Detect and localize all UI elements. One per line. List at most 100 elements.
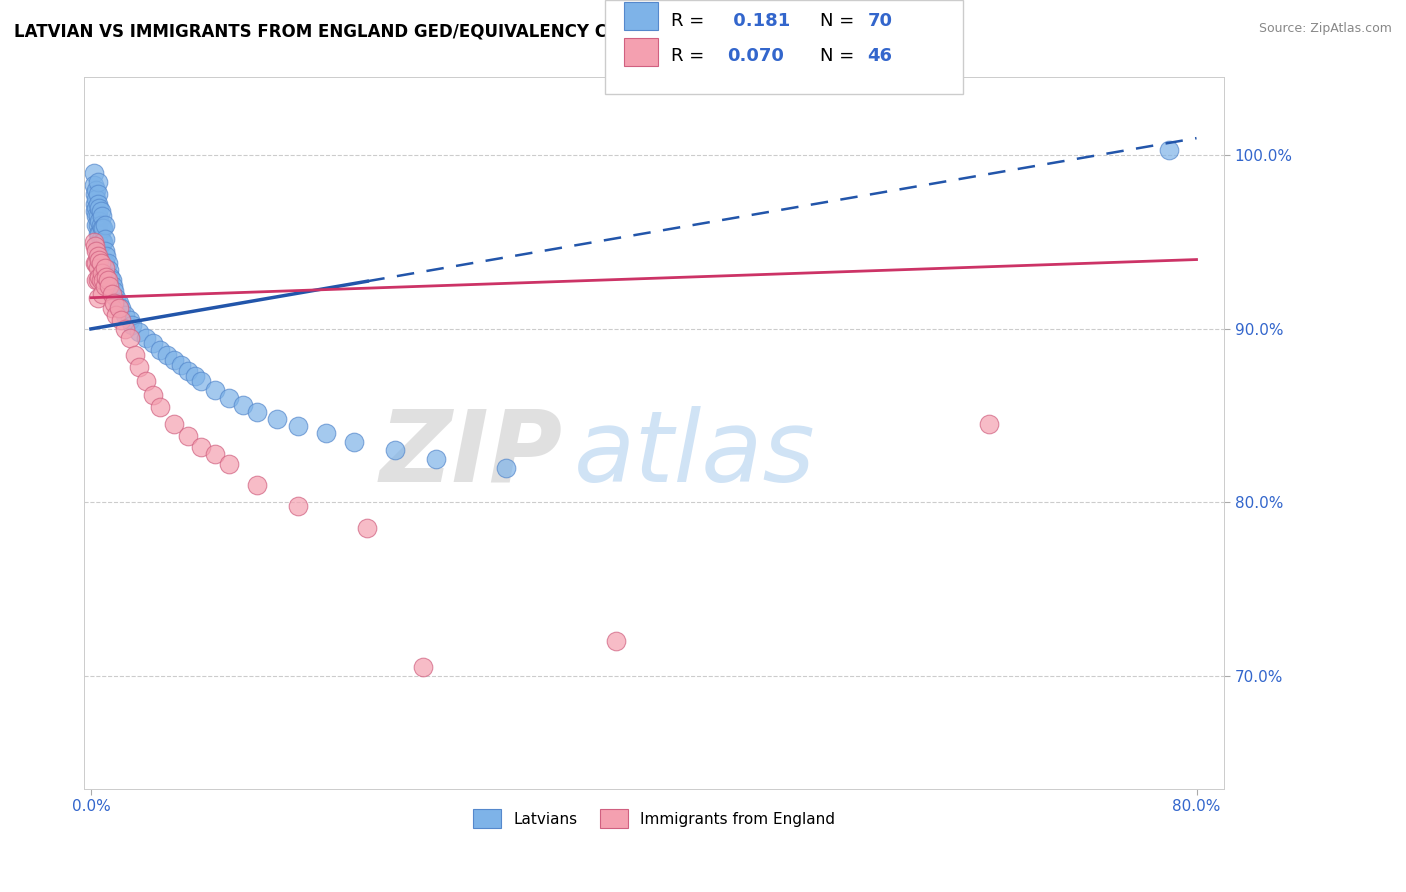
- Point: [87, 261, 110, 276]
- Point: [190, 440, 212, 454]
- Point: [87, 209, 110, 223]
- Point: [86, 192, 108, 206]
- Text: 70: 70: [868, 12, 893, 29]
- Point: [89, 201, 111, 215]
- Point: [87, 174, 110, 188]
- Point: [190, 374, 212, 388]
- Point: [232, 398, 254, 412]
- Point: [110, 301, 132, 315]
- Point: [89, 214, 111, 228]
- Text: 0.070: 0.070: [727, 47, 783, 65]
- Point: [83, 235, 105, 250]
- Point: [156, 348, 179, 362]
- Point: [176, 429, 198, 443]
- Point: [87, 291, 110, 305]
- Point: [97, 278, 120, 293]
- Point: [90, 218, 112, 232]
- Point: [93, 278, 115, 293]
- Legend: Latvians, Immigrants from England: Latvians, Immigrants from England: [467, 804, 841, 834]
- Point: [100, 287, 122, 301]
- Point: [204, 383, 226, 397]
- Point: [93, 273, 115, 287]
- Text: LATVIAN VS IMMIGRANTS FROM ENGLAND GED/EQUIVALENCY CORRELATION CHART: LATVIAN VS IMMIGRANTS FROM ENGLAND GED/E…: [14, 22, 794, 40]
- Point: [107, 296, 129, 310]
- Point: [93, 269, 115, 284]
- Text: atlas: atlas: [574, 406, 815, 503]
- Point: [100, 301, 122, 315]
- Point: [266, 412, 288, 426]
- Point: [218, 457, 240, 471]
- Point: [86, 218, 108, 232]
- Point: [103, 284, 125, 298]
- Point: [979, 417, 1001, 432]
- Point: [412, 660, 434, 674]
- Point: [128, 360, 150, 375]
- Point: [163, 417, 186, 432]
- Point: [170, 359, 193, 373]
- Point: [103, 296, 125, 310]
- Text: ZIP: ZIP: [380, 406, 562, 503]
- Point: [495, 460, 517, 475]
- Point: [91, 209, 114, 223]
- Point: [97, 263, 120, 277]
- Point: [87, 186, 110, 201]
- Point: [110, 313, 132, 327]
- Point: [605, 634, 627, 648]
- Point: [1157, 143, 1180, 157]
- Point: [135, 330, 157, 344]
- Point: [93, 221, 115, 235]
- Point: [84, 197, 107, 211]
- Point: [87, 227, 110, 241]
- Text: 0.181: 0.181: [727, 12, 790, 29]
- Point: [135, 374, 157, 388]
- Text: 46: 46: [868, 47, 893, 65]
- Point: [93, 244, 115, 258]
- Point: [86, 209, 108, 223]
- Point: [90, 256, 112, 270]
- Point: [246, 405, 269, 419]
- Point: [287, 419, 309, 434]
- Point: [84, 204, 107, 219]
- Point: [128, 326, 150, 340]
- Point: [384, 443, 406, 458]
- Point: [104, 308, 127, 322]
- Point: [84, 256, 107, 270]
- Point: [94, 249, 117, 263]
- Point: [93, 261, 115, 276]
- Point: [287, 499, 309, 513]
- Point: [87, 252, 110, 267]
- Point: [87, 218, 110, 232]
- Text: N =: N =: [820, 47, 859, 65]
- Point: [114, 308, 136, 322]
- Text: Source: ZipAtlas.com: Source: ZipAtlas.com: [1258, 22, 1392, 36]
- Point: [246, 478, 269, 492]
- Point: [91, 235, 114, 250]
- Point: [149, 400, 172, 414]
- Point: [101, 278, 124, 293]
- Point: [86, 183, 108, 197]
- Point: [218, 392, 240, 406]
- Point: [98, 269, 121, 284]
- Point: [124, 348, 146, 362]
- Text: R =: R =: [671, 47, 710, 65]
- Point: [86, 273, 108, 287]
- Point: [87, 235, 110, 250]
- Point: [91, 287, 114, 301]
- Point: [86, 256, 108, 270]
- Point: [183, 368, 205, 383]
- Point: [142, 335, 165, 350]
- Point: [89, 252, 111, 267]
- Point: [118, 313, 141, 327]
- Point: [114, 322, 136, 336]
- Point: [100, 273, 122, 287]
- Point: [342, 434, 364, 449]
- Point: [96, 256, 118, 270]
- Point: [121, 318, 143, 333]
- Text: R =: R =: [671, 12, 710, 29]
- Point: [90, 273, 112, 287]
- Point: [84, 186, 107, 201]
- Point: [93, 256, 115, 270]
- Point: [93, 218, 115, 232]
- Point: [87, 249, 110, 263]
- Point: [93, 232, 115, 246]
